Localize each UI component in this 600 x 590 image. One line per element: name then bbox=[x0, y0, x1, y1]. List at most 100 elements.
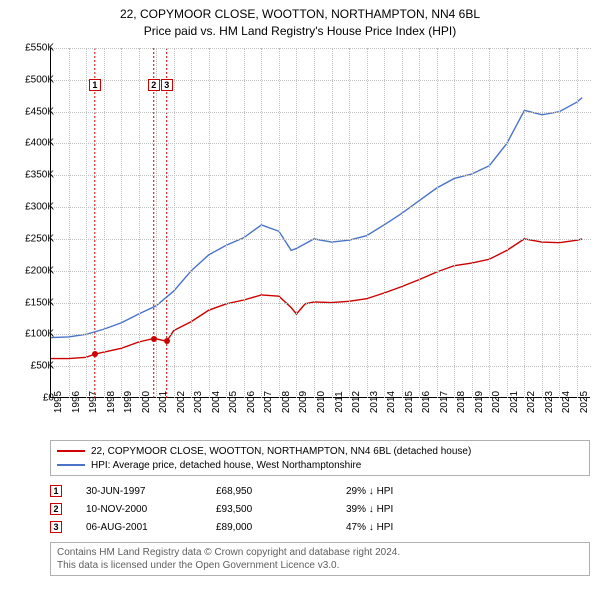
xtick-label: 2016 bbox=[421, 391, 432, 413]
gridline-v bbox=[402, 48, 403, 398]
xtick-label: 2004 bbox=[211, 391, 222, 413]
xtick-label: 2003 bbox=[193, 391, 204, 413]
legend-row: HPI: Average price, detached house, West… bbox=[57, 458, 583, 472]
legend-row: 22, COPYMOOR CLOSE, WOOTTON, NORTHAMPTON… bbox=[57, 444, 583, 458]
attribution-line-1: Contains HM Land Registry data © Crown c… bbox=[57, 546, 583, 559]
marker-point-1 bbox=[92, 351, 98, 357]
xtick-label: 2024 bbox=[561, 391, 572, 413]
xtick-label: 2020 bbox=[491, 391, 502, 413]
xtick-label: 2014 bbox=[386, 391, 397, 413]
attribution-box: Contains HM Land Registry data © Crown c… bbox=[50, 542, 590, 576]
transaction-row: 3 06-AUG-2001£89,00047% ↓ HPI bbox=[50, 518, 590, 536]
gridline-v bbox=[104, 48, 105, 398]
xtick-label: 2019 bbox=[474, 391, 485, 413]
gridline-v bbox=[349, 48, 350, 398]
gridline-h bbox=[51, 239, 591, 240]
gridline-v bbox=[156, 48, 157, 398]
xtick-label: 2012 bbox=[351, 391, 362, 413]
gridline-v bbox=[121, 48, 122, 398]
gridline-h bbox=[51, 175, 591, 176]
marker-box-3: 3 bbox=[161, 79, 173, 91]
gridline-v bbox=[472, 48, 473, 398]
xtick-label: 2006 bbox=[246, 391, 257, 413]
gridline-v bbox=[384, 48, 385, 398]
xtick-label: 2010 bbox=[316, 391, 327, 413]
transaction-diff: 39% ↓ HPI bbox=[346, 504, 466, 515]
gridline-v bbox=[367, 48, 368, 398]
plot-area: 1 23 bbox=[50, 48, 590, 398]
transaction-diff: 29% ↓ HPI bbox=[346, 486, 466, 497]
transaction-row: 130-JUN-1997£68,95029% ↓ HPI bbox=[50, 482, 590, 500]
gridline-v bbox=[559, 48, 560, 398]
chart-titles: 22, COPYMOOR CLOSE, WOOTTON, NORTHAMPTON… bbox=[0, 0, 600, 40]
gridline-v bbox=[86, 48, 87, 398]
xtick-label: 2021 bbox=[509, 391, 520, 413]
ytick-label: £100K bbox=[10, 329, 54, 340]
ytick-label: £200K bbox=[10, 265, 54, 276]
gridline-v bbox=[454, 48, 455, 398]
xtick-label: 1995 bbox=[53, 391, 64, 413]
gridline-v bbox=[489, 48, 490, 398]
gridline-v bbox=[209, 48, 210, 398]
gridline-v bbox=[69, 48, 70, 398]
gridline-v bbox=[139, 48, 140, 398]
xtick-label: 1999 bbox=[123, 391, 134, 413]
transaction-date: 30-JUN-1997 bbox=[86, 486, 216, 497]
xtick-label: 2009 bbox=[298, 391, 309, 413]
ytick-label: £150K bbox=[10, 297, 54, 308]
transaction-num-box: 2 bbox=[50, 503, 62, 515]
gridline-h bbox=[51, 207, 591, 208]
xtick-label: 2000 bbox=[141, 391, 152, 413]
xtick-label: 2007 bbox=[263, 391, 274, 413]
transaction-price: £93,500 bbox=[216, 504, 346, 515]
xtick-label: 2022 bbox=[526, 391, 537, 413]
gridline-v bbox=[261, 48, 262, 398]
ytick-label: £50K bbox=[10, 361, 54, 372]
marker-point-2 bbox=[151, 336, 157, 342]
xtick-label: 1996 bbox=[71, 391, 82, 413]
ytick-label: £500K bbox=[10, 74, 54, 85]
gridline-h bbox=[51, 80, 591, 81]
series-property bbox=[51, 239, 582, 359]
gridline-v bbox=[419, 48, 420, 398]
gridline-v bbox=[437, 48, 438, 398]
gridline-v bbox=[542, 48, 543, 398]
gridline-h bbox=[51, 271, 591, 272]
xtick-label: 2015 bbox=[404, 391, 415, 413]
gridline-h bbox=[51, 112, 591, 113]
attribution-line-2: This data is licensed under the Open Gov… bbox=[57, 559, 583, 572]
xtick-label: 2005 bbox=[228, 391, 239, 413]
gridline-h bbox=[51, 334, 591, 335]
marker-box-2: 2 bbox=[148, 79, 160, 91]
legend-label: HPI: Average price, detached house, West… bbox=[91, 460, 361, 471]
transaction-table: 130-JUN-1997£68,95029% ↓ HPI 2 10-NOV-2000… bbox=[50, 482, 590, 536]
transaction-date: 06-AUG-2001 bbox=[86, 522, 216, 533]
gridline-v bbox=[244, 48, 245, 398]
transaction-date: 10-NOV-2000 bbox=[86, 504, 216, 515]
gridline-h bbox=[51, 303, 591, 304]
xtick-label: 2023 bbox=[544, 391, 555, 413]
ytick-label: £300K bbox=[10, 202, 54, 213]
xtick-label: 2008 bbox=[281, 391, 292, 413]
transaction-num-box: 3 bbox=[50, 521, 62, 533]
legend-swatch bbox=[57, 450, 85, 452]
gridline-h bbox=[51, 366, 591, 367]
ytick-label: £0 bbox=[10, 393, 54, 404]
marker-box-1: 1 bbox=[89, 79, 101, 91]
legend-label: 22, COPYMOOR CLOSE, WOOTTON, NORTHAMPTON… bbox=[91, 446, 471, 457]
xtick-label: 2018 bbox=[456, 391, 467, 413]
ytick-label: £400K bbox=[10, 138, 54, 149]
gridline-v bbox=[524, 48, 525, 398]
transaction-price: £89,000 bbox=[216, 522, 346, 533]
xtick-label: 2025 bbox=[579, 391, 590, 413]
plot-svg bbox=[51, 48, 591, 398]
transaction-diff: 47% ↓ HPI bbox=[346, 522, 466, 533]
xtick-label: 1997 bbox=[88, 391, 99, 413]
title-line-1: 22, COPYMOOR CLOSE, WOOTTON, NORTHAMPTON… bbox=[0, 6, 600, 23]
gridline-v bbox=[226, 48, 227, 398]
transaction-price: £68,950 bbox=[216, 486, 346, 497]
gridline-v bbox=[577, 48, 578, 398]
ytick-label: £450K bbox=[10, 106, 54, 117]
marker-point-3 bbox=[164, 338, 170, 344]
gridline-v bbox=[507, 48, 508, 398]
